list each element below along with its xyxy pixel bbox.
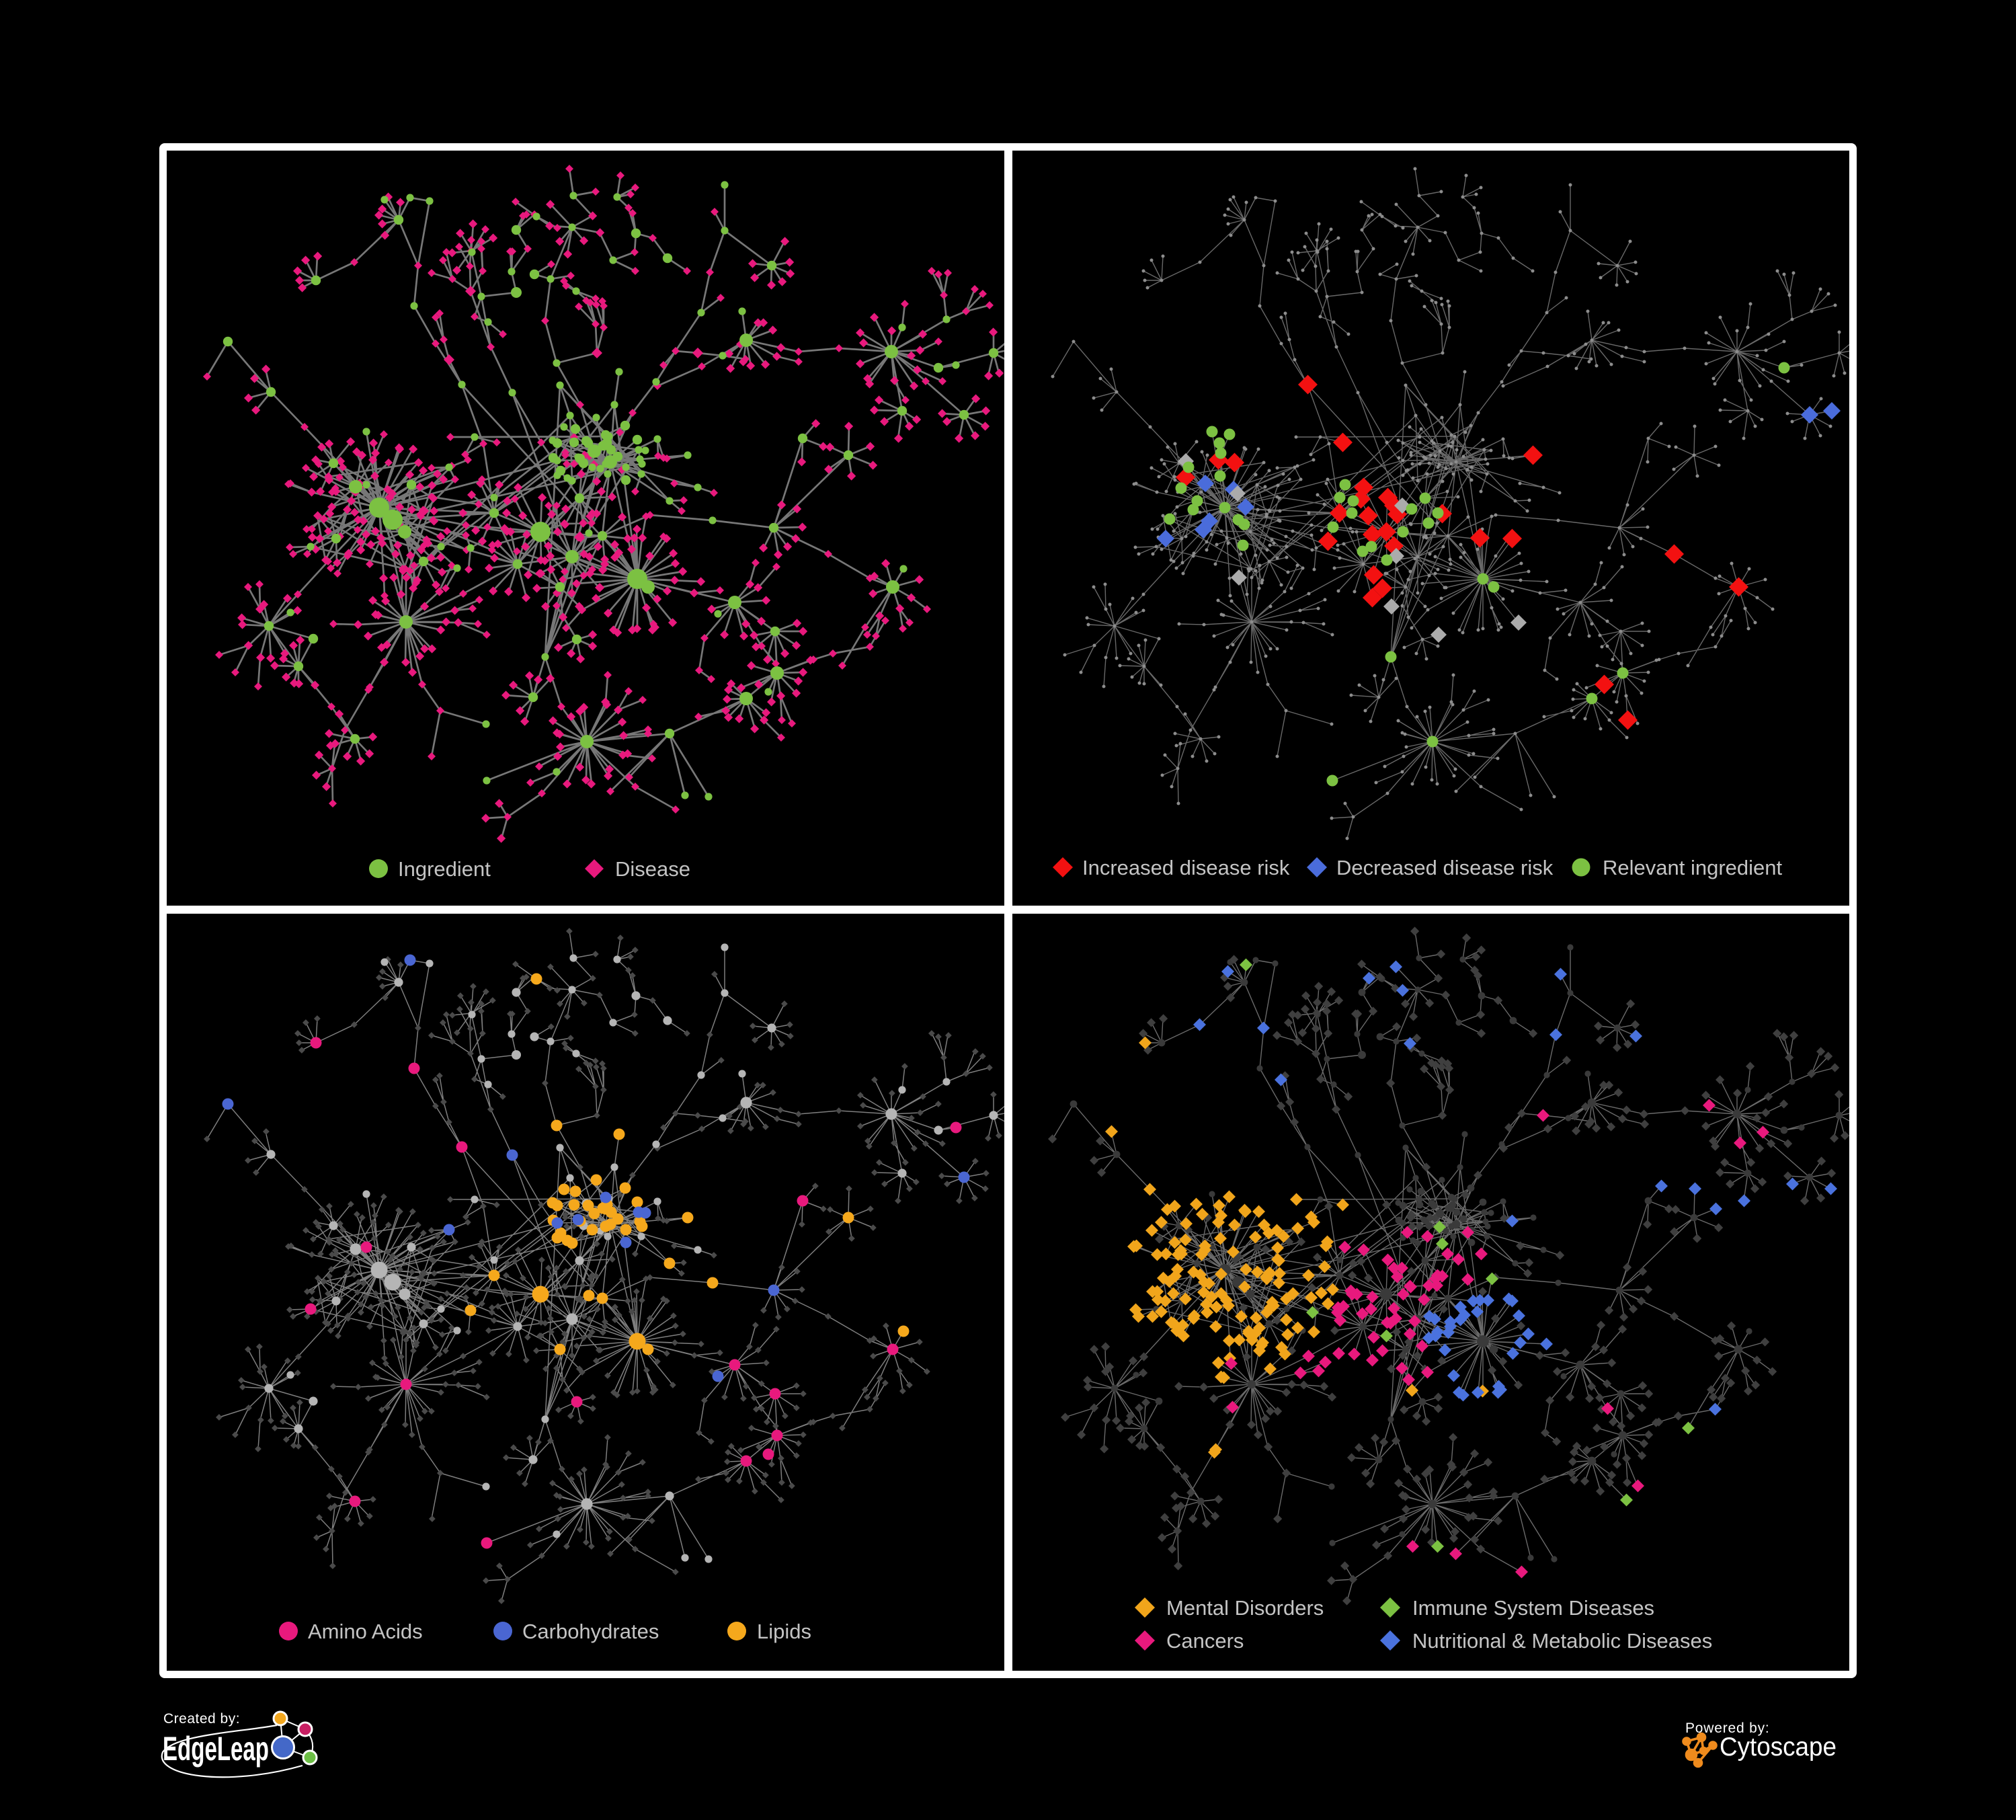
svg-text:Immune System Diseases: Immune System Diseases [1412,1596,1654,1620]
svg-text:Disease: Disease [615,857,690,881]
svg-text:Lipids: Lipids [757,1620,811,1643]
svg-text:Ingredient: Ingredient [398,857,491,881]
svg-text:Cytoscape: Cytoscape [1720,1733,1837,1762]
svg-text:Increased disease risk: Increased disease risk [1082,856,1290,879]
svg-text:Carbohydrates: Carbohydrates [522,1620,659,1643]
svg-text:Cancers: Cancers [1166,1629,1244,1653]
svg-text:Nutritional & Metabolic Diseas: Nutritional & Metabolic Diseases [1412,1629,1712,1653]
svg-text:Amino Acids: Amino Acids [308,1620,423,1643]
svg-text:Decreased disease risk: Decreased disease risk [1336,856,1554,879]
svg-text:Relevant ingredient: Relevant ingredient [1603,856,1783,879]
svg-text:Mental Disorders: Mental Disorders [1166,1596,1324,1620]
svg-text:Powered by:: Powered by: [1685,1720,1770,1736]
svg-text:Created by:: Created by: [163,1711,240,1727]
svg-text:EdgeLeap: EdgeLeap [163,1730,269,1768]
